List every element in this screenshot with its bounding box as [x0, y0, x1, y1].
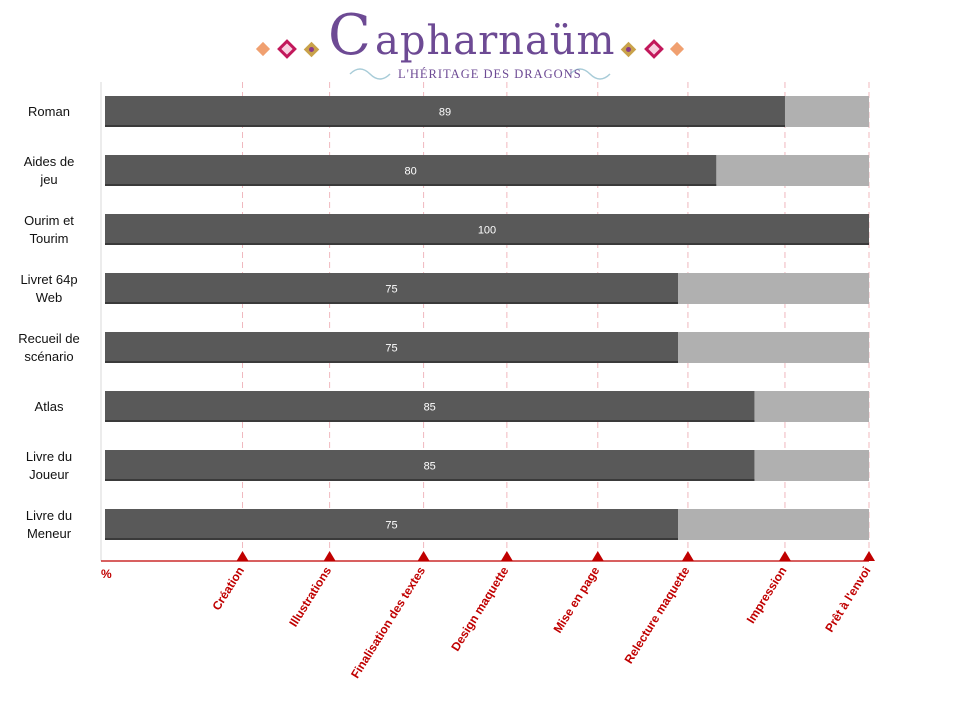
bars: 89 80 100 75 75 85 85 75 [105, 96, 869, 540]
stage-marker [236, 551, 249, 561]
stage-label: Impression [744, 564, 790, 626]
bar-value-label: 75 [385, 284, 397, 296]
bar-progress [105, 155, 717, 186]
bar-value-label: 85 [424, 402, 436, 414]
logo-subtitle: L'HÉRITAGE DES DRAGONS [398, 67, 582, 81]
bar-shadow [105, 538, 678, 540]
stage-marker [417, 551, 430, 561]
bar-shadow [105, 361, 678, 363]
x-axis: % [101, 551, 875, 581]
capharnaum-logo: C apharnaüm L'HÉRITAGE DES DRAGONS [255, 4, 685, 81]
bar-progress [105, 96, 785, 127]
bar-value-label: 75 [385, 520, 397, 532]
stage-label: Finalisation des textes [348, 564, 428, 681]
category-label: Aides de jeu [24, 154, 75, 187]
bar-value-label: 80 [404, 166, 416, 178]
stage-labels: Création Illustrations Finalisation des te… [209, 564, 873, 681]
stage-label: Relecture maquette [622, 564, 693, 666]
stage-marker [500, 551, 513, 561]
category-label: Roman [28, 104, 70, 119]
bar-shadow [105, 243, 869, 245]
x-axis-unit: % [101, 567, 112, 581]
bar-value-label: 75 [385, 343, 397, 355]
category-label: Livret 64p Web [20, 272, 77, 305]
stage-marker [591, 551, 604, 561]
stage-marker [778, 551, 791, 561]
stage-marker [323, 551, 336, 561]
bar-shadow [105, 302, 678, 304]
milestone-lines [100, 82, 870, 561]
bar-shadow [105, 479, 755, 481]
category-label: Livre du Meneur [26, 508, 72, 541]
logo-title: apharnaüm [375, 18, 615, 64]
stage-label: Mise en page [551, 564, 603, 636]
bar-progress [105, 332, 678, 363]
stage-marker [863, 551, 875, 561]
bar-shadow [105, 184, 717, 186]
stage-label: Prêt à l'envoi [822, 564, 873, 634]
bar-shadow [105, 125, 785, 127]
bar-progress [105, 391, 755, 422]
bar-value-label: 100 [478, 225, 496, 237]
stage-label: Illustrations [286, 564, 334, 629]
bar-value-label: 89 [439, 107, 451, 119]
category-label: Recueil de scénario [18, 331, 79, 364]
category-label: Livre du Joueur [26, 449, 72, 482]
bar-progress [105, 273, 678, 304]
ornament-swirls [349, 68, 611, 80]
category-label: Atlas [35, 399, 64, 414]
bar-shadow [105, 420, 755, 422]
logo-initial: C [328, 4, 372, 68]
stage-label: Création [209, 564, 247, 613]
category-label: Ourim et Tourim [24, 213, 74, 246]
bar-progress [105, 214, 869, 245]
bar-value-label: 85 [424, 461, 436, 473]
stage-marker [681, 551, 694, 561]
stage-label: Design maquette [448, 564, 511, 654]
bar-progress [105, 509, 678, 540]
bar-progress [105, 450, 755, 481]
category-labels: Roman Aides de jeu Ourim et Tourim Livret 64p… [18, 104, 79, 541]
